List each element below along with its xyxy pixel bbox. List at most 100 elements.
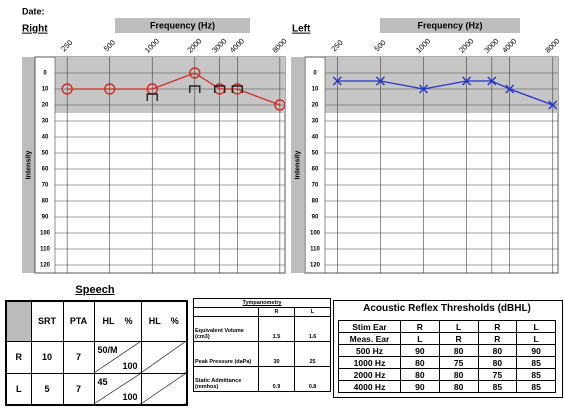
y-tick-label: 10: [312, 87, 319, 93]
reflex-box: [333, 300, 563, 398]
value-cell: 90: [400, 344, 440, 357]
y-axis-label: Intensity: [294, 151, 301, 180]
y-tick-label: 50: [42, 151, 49, 157]
x-tick-label: 500: [102, 38, 117, 53]
y-tick-label: 70: [42, 183, 49, 189]
y-tick-label: 90: [42, 215, 49, 221]
table-row: 500 Hz 90 80 80 90: [338, 344, 556, 357]
header-text: %: [124, 316, 133, 327]
y-tick-label: 30: [312, 119, 319, 125]
y-label-bar: [291, 57, 304, 273]
marker: [61, 83, 73, 95]
table-row: Static Admittance (mmhos) 0.9 0.8: [193, 366, 332, 392]
reflex-table: Stim Ear R L R L Meas. Ear L R R L 500 Hz 90 80 80 90 1…: [338, 320, 556, 393]
x-tick-label: 1000: [414, 37, 432, 55]
y-tick-label: 60: [312, 167, 319, 173]
value-cell: R: [477, 320, 518, 333]
y-tick-label: 90: [312, 215, 319, 221]
value-cell: 30: [258, 341, 295, 367]
speech-header: SRT PTA HL % HL %: [5, 300, 188, 342]
speech-table: SRT PTA HL % HL % R 10 7 50/M 100 L 5 7 4…: [5, 300, 188, 406]
percent-value: 100: [122, 392, 138, 402]
y-tick-label: 20: [312, 103, 319, 109]
value-cell: 85: [477, 380, 518, 393]
x-tick-label: 250: [59, 38, 74, 53]
x-tick-label: 500: [372, 38, 387, 53]
value-cell: 90: [516, 344, 556, 357]
table-row: Stim Ear R L R L: [338, 320, 556, 333]
label-cell: Equivalent Volume (cm3): [193, 316, 259, 342]
y-tick-label: 120: [310, 263, 321, 269]
percent-value: 100: [122, 360, 138, 371]
marker: [462, 76, 472, 86]
header-cell: HL %: [140, 300, 188, 342]
value-cell: 80: [477, 344, 518, 357]
x-axis-label: Frequency (Hz): [417, 20, 482, 30]
shaded-range: [325, 57, 558, 113]
tympanometry-table: Tympanometry R L Equivalent Volume (cm3)…: [192, 298, 332, 392]
y-axis-label: Intensity: [25, 151, 32, 180]
label-cell: Static Admittance (mmhos): [193, 366, 259, 392]
marker: [375, 76, 385, 86]
header-cell: HL %: [93, 300, 142, 342]
hl-value: 45: [97, 376, 108, 387]
hl-value: 50/M: [97, 344, 118, 355]
value-cell: 80: [477, 356, 518, 369]
ear-cell: R: [5, 340, 32, 374]
speech-row: L 5 7 45 100: [5, 372, 188, 406]
value-cell: 80: [400, 356, 440, 369]
marker: [548, 100, 558, 110]
header-cell: L: [293, 307, 332, 317]
value-cell: L: [516, 320, 556, 333]
y-tick-label: 100: [40, 231, 51, 237]
blank-cell: [5, 300, 32, 342]
y-tick-label: 40: [312, 135, 319, 141]
x-tick-label: 8000: [543, 37, 561, 55]
hl-cell: 50/M 100: [93, 340, 142, 374]
value-cell: L: [516, 332, 556, 345]
hl-cell: 45 100: [93, 372, 142, 406]
value-cell: 25: [293, 341, 332, 367]
y-tick-label: 80: [42, 199, 49, 205]
header-text: HL: [148, 316, 161, 327]
y-tick-label: 50: [312, 151, 319, 157]
value-cell: R: [477, 332, 518, 345]
y-tick-label: 40: [42, 135, 49, 141]
blank-cell: [193, 307, 259, 317]
table-row: 2000 Hz 80 80 75 85: [338, 368, 556, 381]
y-tick-label: 0: [313, 71, 317, 77]
pta-cell: 7: [62, 340, 95, 374]
x-tick-label: 3000: [482, 37, 500, 55]
chart-title: Right: [22, 24, 48, 35]
y-tick-label: 110: [40, 247, 50, 253]
value-cell: R: [438, 332, 479, 345]
marker: [505, 84, 515, 94]
date-label: Date:: [22, 6, 45, 16]
label-cell: 500 Hz: [338, 344, 401, 357]
chart-title: Left: [292, 24, 311, 35]
marker: [274, 99, 286, 111]
table-row: 4000 Hz 90 80 85 85: [338, 380, 556, 393]
y-label-bar: [22, 57, 35, 273]
pta-cell: 7: [62, 372, 95, 406]
table-row: Equivalent Volume (cm3) 1.5 1.6: [193, 316, 332, 342]
series-line: [67, 72, 281, 106]
header-text: HL: [102, 316, 115, 327]
y-tick-label: 10: [42, 87, 49, 93]
header-text: %: [170, 316, 179, 327]
hl-cell: [140, 340, 188, 374]
label-cell: 2000 Hz: [338, 368, 401, 381]
x-tick-label: 3000: [210, 37, 228, 55]
value-cell: 85: [516, 368, 556, 381]
y-tick-label: 60: [42, 167, 49, 173]
marker: [231, 85, 244, 93]
value-cell: 85: [516, 380, 556, 393]
marker: [213, 85, 226, 93]
tymp-title-row: Tympanometry: [192, 298, 332, 308]
value-cell: 75: [477, 368, 518, 381]
table-row: Meas. Ear L R R L: [338, 332, 556, 345]
x-tick-label: 250: [329, 38, 344, 53]
value-cell: L: [400, 332, 440, 345]
x-label-box: [115, 18, 250, 33]
